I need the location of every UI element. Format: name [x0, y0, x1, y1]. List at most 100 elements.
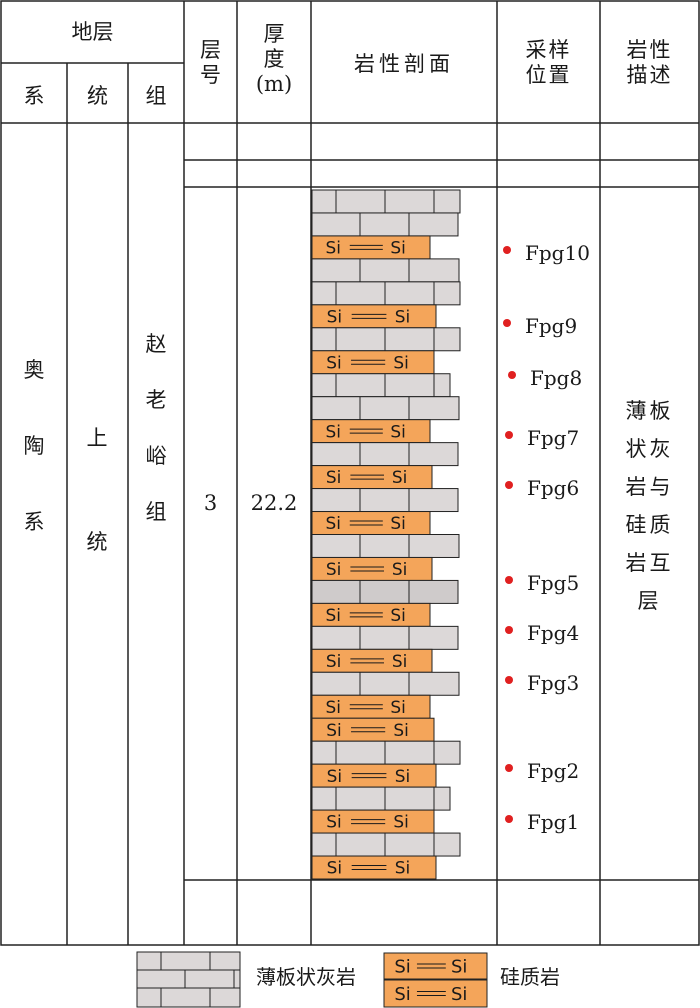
chert-symbol-text: Si — [393, 352, 408, 372]
system-value: 奥 陶 系 — [14, 342, 54, 550]
chert-symbol-text: Si — [395, 766, 410, 786]
chert-bed: Si Si — [311, 717, 435, 742]
chert-symbol-text: Si — [451, 984, 467, 1005]
header-description: 岩性 描述 — [600, 38, 699, 88]
legend-chert-label: 硅质岩 — [500, 965, 560, 989]
chert-symbol-text: Si — [325, 421, 340, 441]
sample-dot-icon — [508, 370, 516, 379]
sample-label: Fpg2 — [527, 759, 580, 783]
limestone-bed — [136, 951, 241, 971]
chert-bed: Si Si — [311, 419, 431, 444]
chert-symbol-text: Si — [325, 605, 340, 625]
limestone-bed — [311, 396, 460, 421]
sample-label: Fpg5 — [527, 571, 580, 595]
description-line: 岩互 — [625, 551, 674, 575]
legend-limestone-label: 薄板状灰岩 — [256, 965, 356, 989]
limestone-bed — [311, 212, 459, 237]
series-char: 统 — [86, 530, 108, 554]
chert-symbol-text: Si — [327, 306, 342, 326]
system-char: 奥 — [23, 358, 45, 382]
chert-bed: Si Si — [311, 694, 431, 719]
limestone-bed — [136, 987, 241, 1008]
sample-marker: Fpg5 — [505, 573, 579, 593]
chert-symbol-text: Si — [394, 956, 410, 977]
formation-char: 老 — [145, 388, 167, 412]
chert-bed: Si Si — [311, 556, 433, 581]
sample-marker: Fpg8 — [508, 368, 582, 388]
limestone-bed — [311, 327, 461, 352]
chert-symbol-text: Si — [394, 984, 410, 1005]
chert-symbol-text: Si — [326, 467, 341, 487]
sample-marker: Fpg6 — [505, 478, 579, 498]
description-line: 岩与 — [625, 475, 674, 499]
header-system: 系 — [23, 84, 45, 108]
series-char: 上 — [86, 426, 108, 450]
sample-marker: Fpg10 — [503, 243, 590, 263]
sample-label: Fpg9 — [525, 314, 578, 338]
formation-value: 赵 老 峪 组 — [136, 316, 176, 540]
chert-symbol-text: Si — [395, 858, 410, 878]
sample-dot-icon — [505, 675, 513, 684]
header-thickness-line: (m) — [255, 72, 293, 96]
chert-bed: Si Si — [311, 304, 437, 329]
chert-bed: Si Si — [311, 511, 431, 535]
chert-bed: Si Si — [383, 979, 488, 1008]
limestone-bed — [311, 786, 451, 811]
chert-symbol-text: Si — [326, 720, 341, 740]
limestone-bed — [311, 740, 461, 765]
sample-dot-icon — [505, 430, 513, 439]
limestone-bed — [311, 534, 460, 558]
lithology-profile: Si Si Si Si Si Si Si Si Si Si Si Si Si Si Si Si Si Si Si Si… — [311, 189, 461, 880]
limestone-bed — [311, 189, 461, 214]
chert-bed: Si Si — [311, 763, 437, 788]
chert-symbol-text: Si — [327, 858, 342, 878]
table-border — [0, 0, 700, 946]
sample-marker: Fpg9 — [503, 316, 577, 336]
chert-symbol-text: Si — [390, 605, 405, 625]
sample-dot-icon — [505, 625, 513, 634]
chert-symbol-text: Si — [395, 306, 410, 326]
chert-symbol-text: Si — [390, 697, 405, 717]
sample-label: Fpg8 — [530, 366, 583, 390]
sample-marker: Fpg2 — [505, 761, 579, 781]
chert-symbol-text: Si — [325, 513, 340, 533]
limestone-bed — [311, 832, 461, 857]
limestone-bed — [136, 969, 241, 989]
sample-label: Fpg4 — [527, 621, 580, 645]
layer-thickness: 22.2 — [250, 491, 298, 515]
sample-dot-icon — [503, 245, 511, 254]
sample-dot-icon — [505, 480, 513, 489]
header-formation: 组 — [145, 84, 167, 108]
limestone-bed — [311, 579, 459, 604]
chert-bed: Si Si — [311, 809, 435, 834]
chert-symbol-text: Si — [326, 651, 341, 671]
chert-bed: Si Si — [311, 648, 433, 673]
chert-symbol-text: Si — [390, 421, 405, 441]
sample-dot-icon — [505, 814, 513, 823]
description-line: 薄板 — [625, 399, 674, 423]
limestone-bed — [311, 373, 451, 398]
chert-symbol-text: Si — [327, 766, 342, 786]
lithology-description: 薄板 状灰 岩与 硅质 岩互 层 — [600, 392, 699, 620]
sample-dot-icon — [503, 318, 511, 327]
system-char: 系 — [23, 510, 45, 534]
header-description-line: 岩性 — [626, 38, 673, 62]
limestone-bed — [311, 442, 459, 467]
header-sampling-line: 位置 — [525, 63, 572, 87]
legend: Si Si Si Si — [136, 951, 488, 1008]
description-line: 层 — [637, 589, 662, 613]
limestone-bed — [311, 281, 461, 306]
chert-symbol-text: Si — [390, 238, 405, 258]
limestone-bed — [311, 488, 459, 513]
sample-marker: Fpg7 — [505, 428, 579, 448]
chert-symbol-text: Si — [326, 559, 341, 579]
chert-symbol-text: Si — [392, 467, 407, 487]
sample-label: Fpg7 — [527, 426, 580, 450]
chert-bed: Si Si — [311, 602, 431, 627]
chert-symbol-text: Si — [326, 352, 341, 372]
sample-dot-icon — [505, 763, 513, 772]
header-series: 统 — [87, 84, 108, 108]
header-thickness: 厚 度 (m) — [237, 22, 311, 97]
